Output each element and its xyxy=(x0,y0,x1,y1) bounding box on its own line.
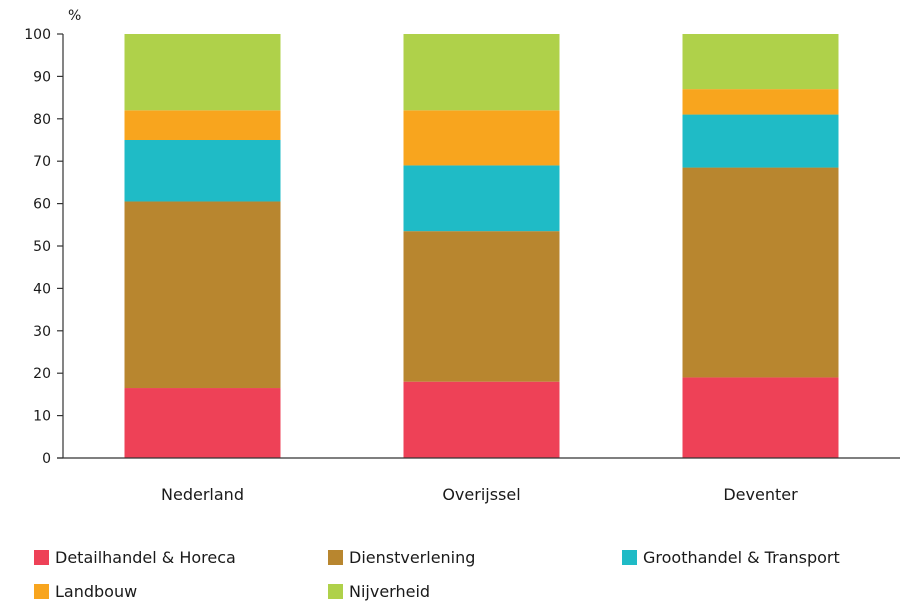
legend-swatch xyxy=(34,550,49,565)
y-unit-label: % xyxy=(68,8,81,24)
x-category-label: Nederland xyxy=(161,485,244,504)
y-tick-label: 70 xyxy=(33,154,51,170)
bar-segment xyxy=(682,167,839,378)
y-tick-label: 60 xyxy=(33,197,51,213)
bar-segment xyxy=(124,201,281,389)
x-axis: Nederland Overijssel Deventer xyxy=(57,457,900,504)
legend-label: Groothandel & Transport xyxy=(643,548,840,567)
legend-item: Groothandel & Transport xyxy=(622,548,840,567)
y-tick-label: 30 xyxy=(33,324,51,340)
bar-segment xyxy=(124,110,281,140)
legend-item: Landbouw xyxy=(34,582,137,601)
y-tick-label: 20 xyxy=(33,366,51,382)
bars xyxy=(124,34,839,458)
bar-segment xyxy=(403,165,560,232)
bar-segment xyxy=(682,114,839,168)
y-tick-label: 50 xyxy=(33,239,51,255)
bar-segment xyxy=(682,89,839,115)
legend-swatch xyxy=(328,584,343,599)
y-axis: 0 10 20 30 40 50 60 70 80 90 100 xyxy=(24,27,64,467)
legend-swatch xyxy=(34,584,49,599)
bar-segment xyxy=(124,388,281,458)
y-tick-label: 0 xyxy=(42,451,51,467)
bar-segment xyxy=(403,34,560,111)
bar-segment xyxy=(403,381,560,458)
bar-segment xyxy=(124,34,281,111)
x-category-label: Overijssel xyxy=(442,485,520,504)
bar-segment xyxy=(403,231,560,382)
stacked-bar-chart: % 0 10 20 30 40 50 60 70 80 90 100 Nederland Overij… xyxy=(24,8,900,504)
legend-label: Landbouw xyxy=(55,582,138,601)
bar-segment xyxy=(403,110,560,166)
x-category-label: Deventer xyxy=(723,485,798,504)
bar-segment xyxy=(682,34,839,90)
y-tick-label: 10 xyxy=(33,409,51,425)
y-tick-label: 90 xyxy=(33,69,51,85)
bar-segment xyxy=(682,377,839,458)
legend-swatch xyxy=(622,550,637,565)
bar-segment xyxy=(124,140,281,202)
legend-label: Dienstverlening xyxy=(349,548,476,567)
y-tick-label: 40 xyxy=(33,281,51,297)
legend-item: Dienstverlening xyxy=(328,548,475,567)
legend-item: Detailhandel & Horeca xyxy=(34,548,236,567)
legend-label: Nijverheid xyxy=(349,582,431,601)
legend-label: Detailhandel & Horeca xyxy=(55,548,236,567)
y-tick-label: 80 xyxy=(33,112,51,128)
legend-item: Nijverheid xyxy=(328,582,430,601)
y-tick-label: 100 xyxy=(24,27,51,43)
legend-swatch xyxy=(328,550,343,565)
